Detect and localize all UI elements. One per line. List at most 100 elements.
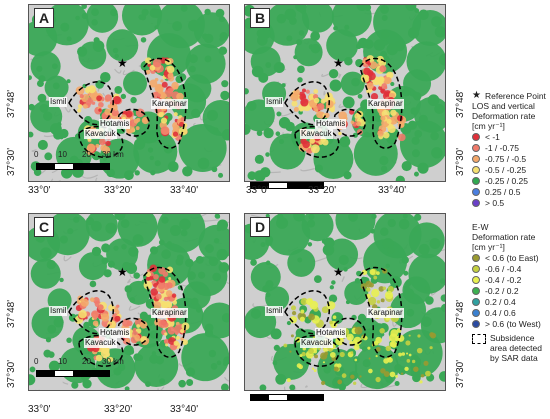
coherent-point [67, 228, 74, 235]
deformation-point [95, 143, 100, 148]
deformation-point [373, 340, 379, 346]
coherent-point [355, 59, 364, 67]
coherent-point [107, 260, 115, 268]
coherent-point [154, 25, 159, 30]
coherent-point [385, 375, 393, 383]
coherent-point [411, 149, 420, 158]
coherent-point [114, 214, 126, 221]
place-hotamis-a: Hotamis [99, 119, 131, 129]
deformation-point [314, 354, 318, 359]
coherent-point [81, 12, 88, 20]
deformation-point [390, 329, 399, 337]
deformation-point [105, 352, 111, 358]
subsidence-outline [68, 81, 115, 126]
coherent-point [297, 257, 303, 263]
deformation-point [400, 372, 404, 375]
hillshade-ridge [81, 174, 99, 179]
coherent-point [357, 313, 367, 322]
deformation-point [154, 77, 159, 82]
coherent-point [140, 14, 147, 21]
coherent-point [180, 229, 188, 237]
coherent-point [216, 214, 221, 219]
deformation-point [92, 320, 99, 327]
deformation-point [353, 336, 362, 346]
deformation-point [417, 334, 421, 338]
deformation-point [162, 271, 169, 277]
hillshade-ridge [252, 303, 270, 308]
coherent-point [380, 227, 389, 237]
deformation-point [101, 346, 110, 355]
deformation-point [380, 115, 386, 121]
coherent-point [191, 297, 199, 306]
coherent-point [44, 152, 53, 161]
lat-label-30-d: 37°30' [455, 359, 466, 388]
legend-ew-item: -0.2 / 0.2 [472, 285, 550, 296]
coherent-point [380, 5, 389, 14]
deformation-point [155, 84, 164, 93]
place-hotamis-b: Hotamis [315, 119, 347, 129]
coherent-point [370, 228, 376, 234]
coherent-point [276, 214, 284, 221]
deformation-point [160, 126, 170, 136]
coherent-point [91, 19, 98, 26]
legend-ew-label: -0.6 / -0.4 [485, 263, 522, 274]
coherent-point [178, 379, 186, 388]
place-kavacuk-a: Kavacuk [84, 129, 117, 139]
coherent-point [91, 8, 99, 16]
deformation-point [153, 273, 159, 280]
deformation-point [311, 367, 315, 370]
coherent-point [414, 8, 420, 13]
coherent-point [161, 249, 171, 260]
deformation-point [367, 69, 374, 77]
coherent-point [123, 170, 134, 181]
coherent-point [362, 359, 371, 368]
coherent-point [344, 57, 353, 66]
deformation-point [301, 351, 306, 357]
deformation-point [420, 374, 425, 378]
deformation-point [133, 118, 139, 124]
reference-point-star-icon: ★ [333, 56, 344, 70]
deformation-point [135, 126, 140, 131]
deformation-point [308, 348, 314, 354]
deformation-point [172, 131, 179, 137]
deformation-point [337, 379, 343, 385]
coherent-point [406, 308, 415, 317]
hillshade-ridge [102, 92, 106, 97]
coherent-point [208, 349, 217, 358]
panel-letter-d: D [250, 217, 270, 237]
coherent-point [155, 356, 164, 365]
legend-swatch-icon [472, 187, 480, 196]
deformation-point [80, 298, 89, 307]
subsidence-outline [68, 290, 115, 335]
coherent-point [130, 96, 137, 104]
coherent-point [133, 138, 146, 150]
coherent-point [73, 216, 80, 223]
coherent-point [188, 19, 200, 32]
coherent-point [363, 131, 370, 138]
scale-bar-segments-d [250, 394, 324, 401]
subsidence-outline [117, 317, 150, 346]
lon-label-33-40-top: 33°40' [170, 185, 199, 196]
deformation-point [145, 276, 151, 282]
coherent-point [424, 286, 430, 292]
deformation-point [79, 93, 84, 99]
deformation-point [378, 286, 385, 292]
coherent-point [114, 53, 119, 59]
coherent-point [386, 43, 399, 56]
coherent-point [180, 5, 188, 12]
deformation-point [317, 103, 325, 111]
coherent-point [71, 381, 79, 389]
deformation-point [359, 375, 362, 378]
coherent-area [30, 258, 61, 289]
hillshade-ridge [127, 278, 131, 284]
coherent-area [326, 29, 359, 62]
deformation-point [380, 368, 386, 374]
scale-label-10: 10 [58, 150, 67, 159]
coherent-point [218, 46, 228, 55]
deformation-point [165, 343, 169, 347]
deformation-point [179, 121, 185, 127]
coherent-point [112, 47, 119, 54]
coherent-point [297, 65, 305, 74]
legend-los-item: < -1 [472, 131, 550, 142]
coherent-point [245, 88, 249, 95]
